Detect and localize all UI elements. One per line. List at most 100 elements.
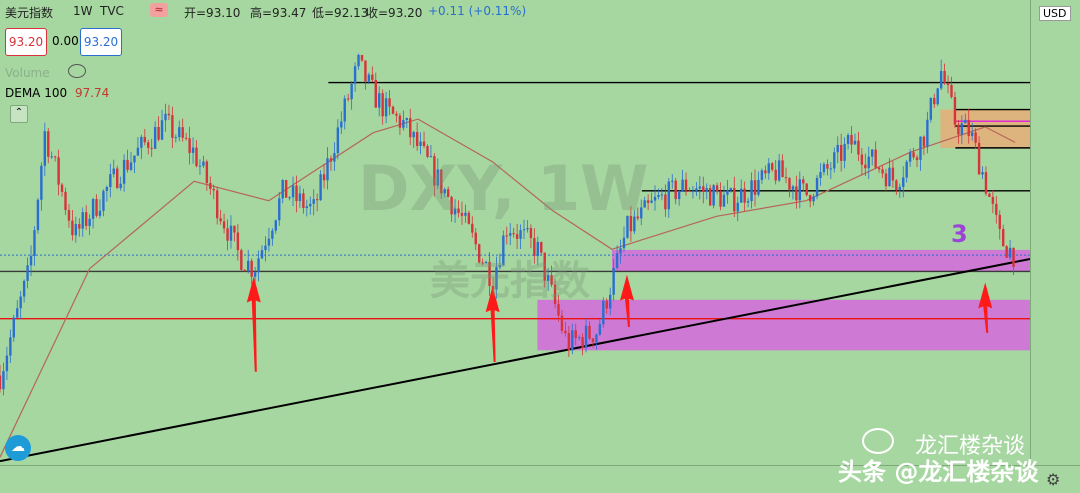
candle-body: [633, 216, 636, 232]
candle-body: [50, 156, 53, 158]
candle-body: [243, 269, 246, 272]
candle-body: [729, 188, 733, 191]
currency-label[interactable]: USD: [1039, 6, 1071, 21]
candle-body: [153, 127, 157, 149]
candle-body: [60, 184, 64, 192]
symbol-name[interactable]: 美元指数: [5, 6, 54, 20]
candle-body: [939, 70, 943, 89]
volume-indicator-label[interactable]: Volume: [5, 66, 50, 80]
candle-body: [912, 152, 915, 158]
candle-body: [319, 174, 322, 201]
candle-body: [467, 212, 471, 224]
candle-body: [553, 284, 557, 304]
candle-body: [360, 54, 364, 61]
candle-body: [226, 228, 229, 241]
candle-body: [81, 212, 84, 229]
candle-body: [202, 161, 205, 166]
dema-name: DEMA 100: [5, 86, 68, 100]
candle-body: [760, 170, 764, 180]
buy-price-button[interactable]: 93.20: [80, 28, 122, 56]
candle-body: [371, 74, 374, 80]
candle-body: [0, 375, 2, 390]
trendline-layer: [0, 258, 1031, 463]
candle-body: [271, 230, 274, 239]
candle-body: [902, 177, 905, 187]
candle-body: [688, 190, 691, 192]
candle-body: [767, 163, 770, 174]
candle-body: [871, 149, 874, 157]
candle-body: [791, 186, 795, 190]
candle-body: [564, 330, 567, 334]
candle-body: [726, 190, 729, 195]
candle-body: [808, 195, 812, 202]
candle-body: [47, 131, 50, 157]
change-value: +0.11 (+0.11%): [428, 4, 527, 18]
candle-body: [605, 300, 608, 309]
candle-body: [653, 196, 657, 201]
candle-body: [250, 260, 253, 277]
candle-body: [105, 187, 109, 191]
candle-body: [829, 168, 833, 170]
credit-small: 龙汇楼杂谈: [915, 434, 1026, 459]
candle-body: [471, 223, 474, 233]
candle-body: [464, 212, 467, 216]
candle-body: [160, 120, 164, 140]
candle-body: [819, 172, 822, 178]
candle-body: [1002, 229, 1005, 247]
candle-body: [795, 186, 798, 201]
candle-body: [519, 230, 522, 239]
candle-body: [826, 164, 829, 169]
settings-gear-icon[interactable]: ⚙: [1046, 470, 1061, 489]
candle-body: [284, 179, 288, 198]
time-axis[interactable]: [0, 465, 1080, 493]
candle-body: [509, 233, 512, 236]
annotation-number: 3: [951, 220, 968, 248]
candle-body: [450, 196, 453, 215]
candle-body: [336, 127, 340, 154]
trend-line: [0, 258, 1031, 463]
wechat-icon: [862, 428, 894, 454]
arrows-layer: [246, 274, 993, 372]
candle-body: [588, 325, 591, 339]
candle-body: [774, 169, 777, 181]
candle-body: [746, 201, 750, 203]
watermark-name: 美元指数: [430, 258, 590, 304]
candle-body: [946, 83, 950, 85]
collapse-indicators-button[interactable]: ⌃: [10, 105, 28, 123]
compare-icon[interactable]: ≈: [150, 3, 168, 17]
candle-body: [409, 118, 412, 138]
tradingview-logo-icon[interactable]: ☁: [5, 435, 31, 461]
candle-body: [967, 119, 970, 136]
interval-label[interactable]: 1W: [73, 4, 93, 18]
candle-body: [574, 330, 577, 338]
candle-body: [970, 132, 974, 136]
candle-body: [498, 265, 502, 268]
candle-body: [184, 137, 188, 139]
candle-body: [839, 144, 843, 161]
dema-label[interactable]: DEMA 100 97.74: [5, 86, 109, 100]
candle-body: [174, 137, 178, 139]
candle-body: [784, 177, 788, 179]
candle-body: [502, 235, 505, 266]
candle-body: [815, 177, 819, 197]
candle-body: [426, 146, 429, 157]
open-value: 开=93.10: [184, 6, 241, 20]
candle-body: [691, 190, 695, 192]
candle-body: [71, 220, 74, 236]
candle-body: [640, 207, 643, 219]
candle-body: [119, 183, 122, 189]
candle-body: [877, 167, 881, 170]
candle-body: [905, 161, 908, 178]
price-axis[interactable]: USD: [1030, 0, 1080, 465]
candle-body: [474, 232, 477, 245]
candle-body: [247, 260, 250, 272]
candle-body: [964, 119, 967, 124]
eye-icon[interactable]: [68, 64, 86, 78]
candle-body: [22, 280, 26, 297]
candle-body: [571, 330, 574, 351]
candle-body: [922, 136, 926, 147]
candle-body: [40, 165, 43, 200]
candle-body: [664, 194, 667, 210]
sell-price-button[interactable]: 93.20: [5, 28, 47, 56]
